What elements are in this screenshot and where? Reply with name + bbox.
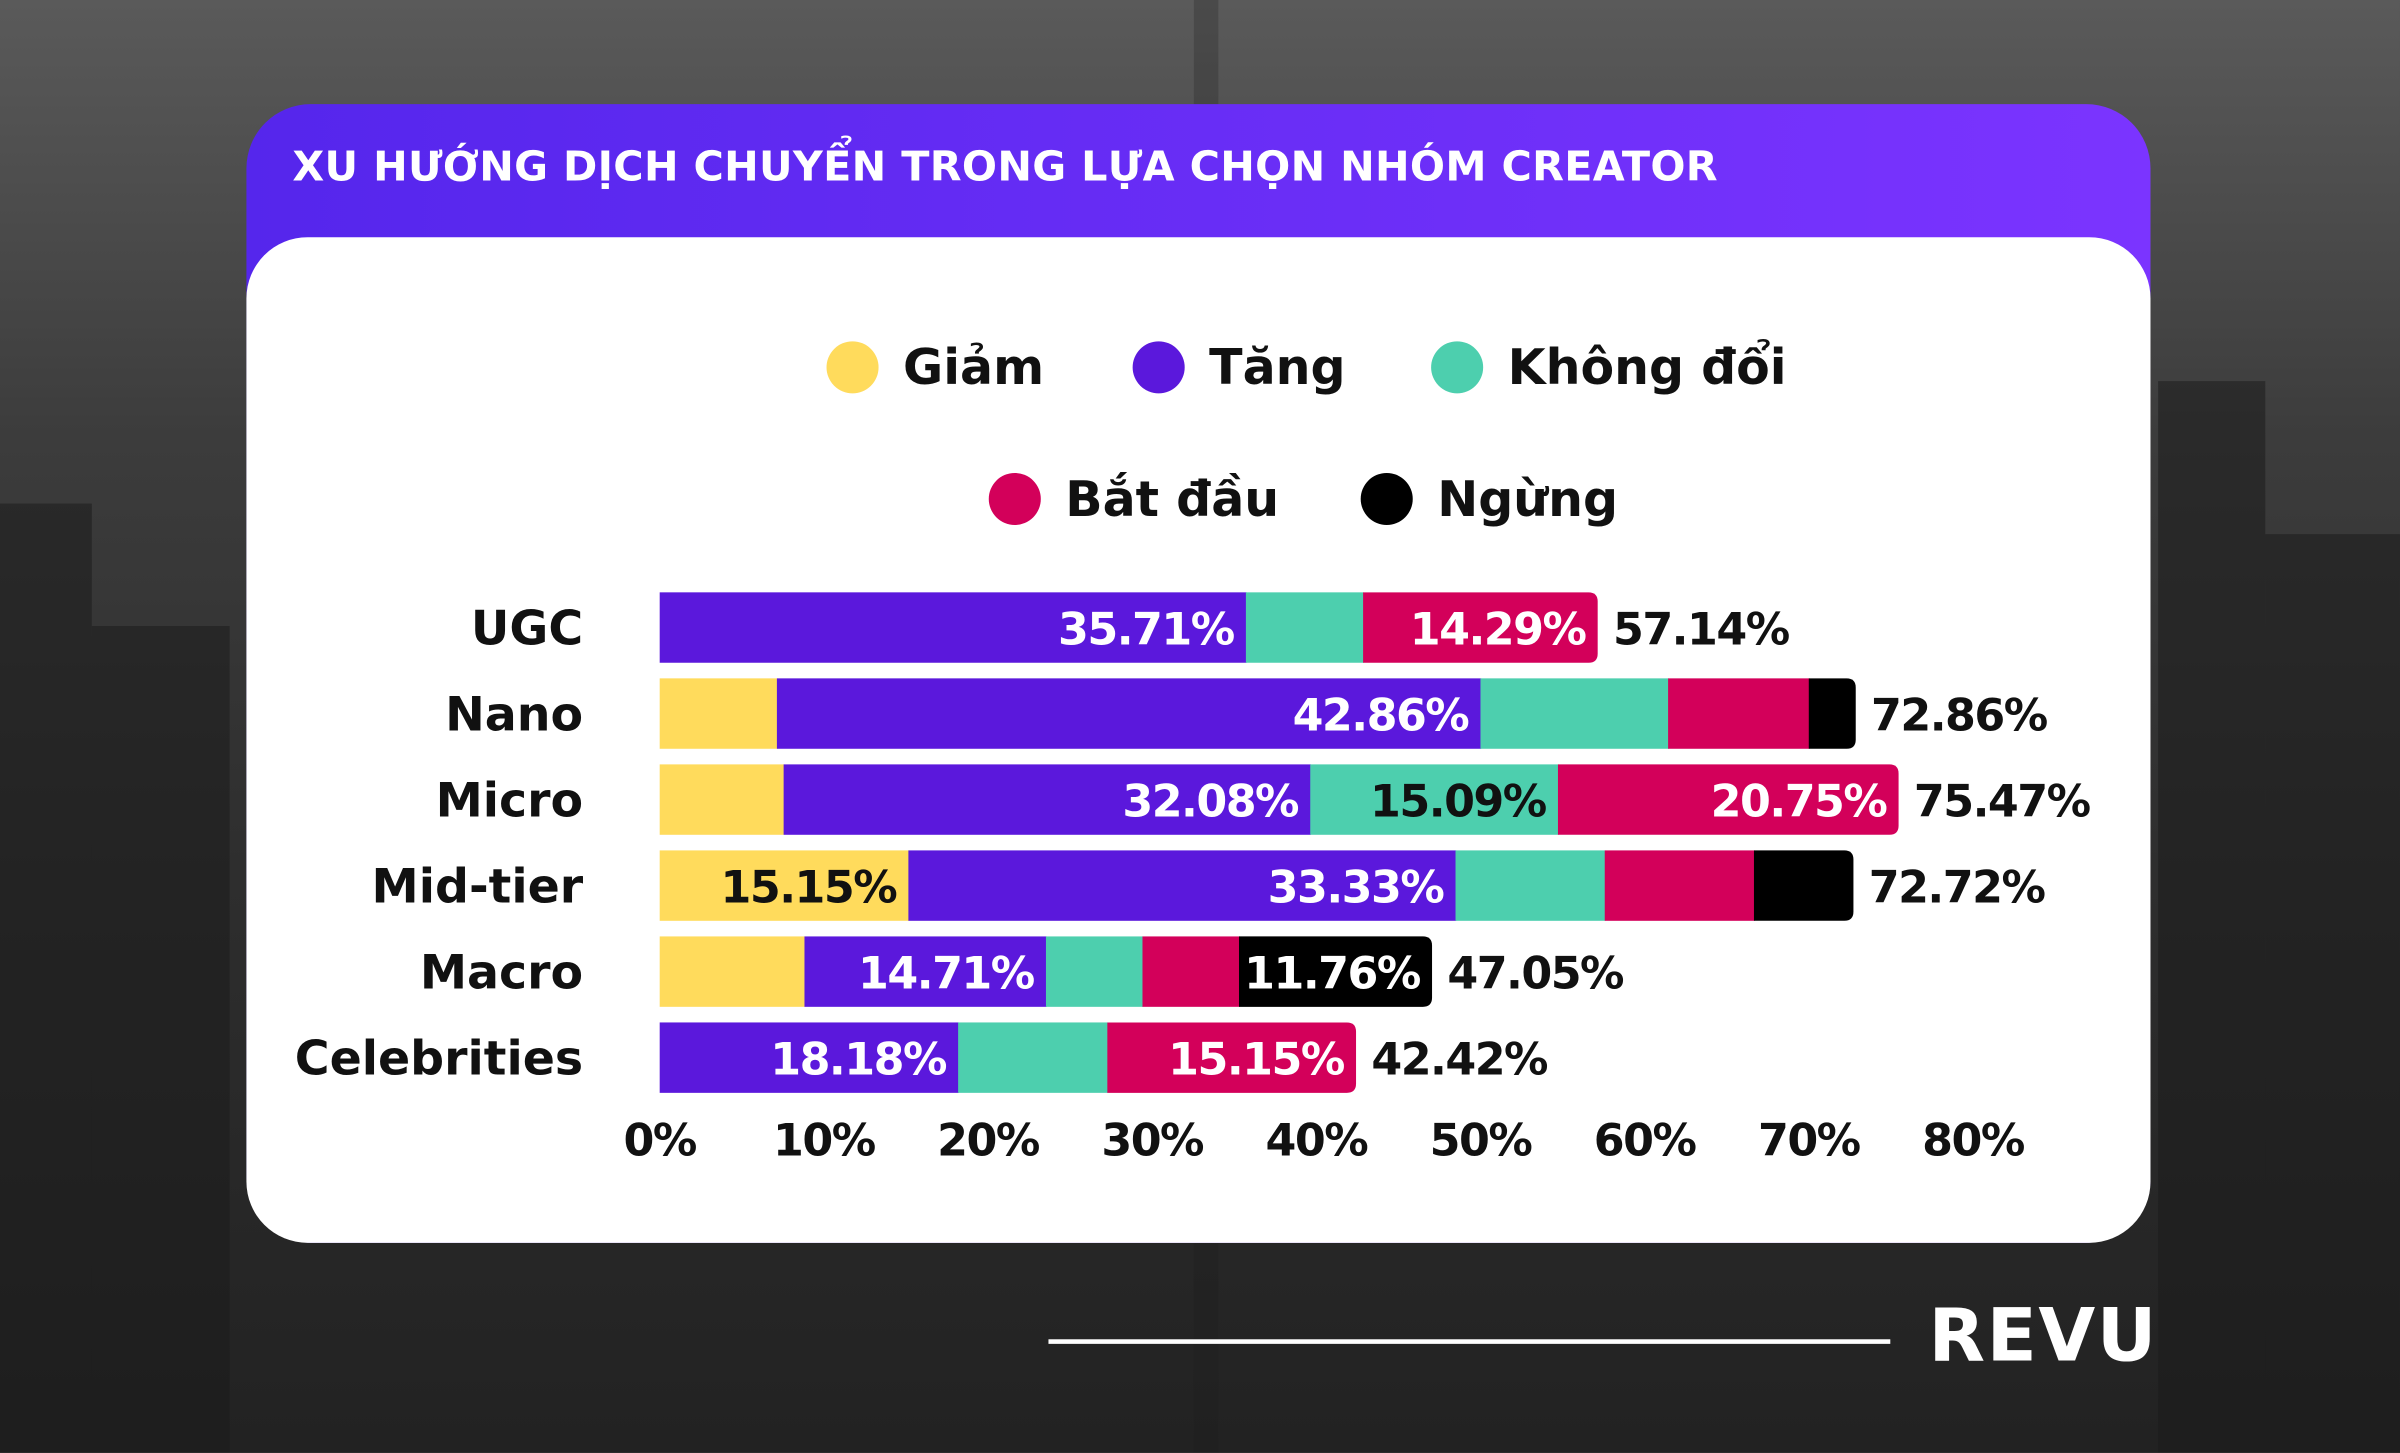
legend-dot-icon bbox=[988, 472, 1041, 525]
total-label: 57.14% bbox=[1613, 604, 1790, 655]
legend-khong-doi: Không đổi bbox=[1431, 338, 1787, 397]
legend-label: Bắt đầu bbox=[1065, 469, 1280, 529]
legend-label: Giảm bbox=[903, 338, 1045, 397]
total-label: 72.72% bbox=[1869, 862, 2046, 913]
bar-segment bbox=[1668, 678, 1810, 749]
category-label: Mid-tier bbox=[372, 859, 584, 914]
total-label: 75.47% bbox=[1914, 776, 2091, 827]
bar-segment bbox=[776, 678, 1482, 749]
bar-segment bbox=[1604, 850, 1755, 921]
brand-logo: REVU bbox=[1928, 1293, 2158, 1380]
legend-dot-icon bbox=[826, 341, 879, 394]
x-tick-label: 30% bbox=[1101, 1116, 1204, 1167]
legend-label: Tăng bbox=[1209, 338, 1346, 397]
bar-segment bbox=[1238, 936, 1433, 1007]
legend-label: Ngừng bbox=[1437, 469, 1619, 529]
legend-tang: Tăng bbox=[1132, 338, 1346, 397]
bar-segment bbox=[1808, 678, 1856, 749]
total-label: 72.86% bbox=[1871, 690, 2048, 741]
segment-data-label: 42.86% bbox=[1293, 690, 1470, 741]
category-label: Macro bbox=[420, 945, 583, 1000]
segment-data-label: 15.15% bbox=[721, 862, 898, 913]
bar-segment bbox=[1557, 764, 1899, 835]
segment-data-label: 11.76% bbox=[1244, 948, 1421, 999]
segment-data-label: 14.29% bbox=[1410, 604, 1587, 655]
x-tick-label: 80% bbox=[1922, 1116, 2025, 1167]
legend-giam: Giảm bbox=[826, 338, 1045, 397]
bar-segment bbox=[804, 936, 1047, 1007]
bar-segment bbox=[1455, 850, 1606, 921]
legend-label: Không đổi bbox=[1507, 338, 1787, 397]
bar-segment bbox=[659, 850, 910, 921]
category-label: Nano bbox=[445, 687, 583, 742]
total-label: 42.42% bbox=[1371, 1034, 1548, 1085]
legend-bat-dau: Bắt đầu bbox=[988, 469, 1280, 529]
segment-data-label: 15.09% bbox=[1370, 776, 1547, 827]
segment-data-label: 15.15% bbox=[1168, 1034, 1345, 1085]
bar-segment bbox=[659, 678, 778, 749]
bar-segment bbox=[1045, 936, 1144, 1007]
segment-data-label: 20.75% bbox=[1711, 776, 1888, 827]
bar-segment bbox=[958, 1022, 1109, 1093]
bar-segment bbox=[1245, 592, 1364, 663]
bar-segment bbox=[783, 764, 1312, 835]
category-label: Celebrities bbox=[295, 1031, 583, 1086]
bar-segment bbox=[1142, 936, 1240, 1007]
segment-data-label: 35.71% bbox=[1058, 604, 1235, 655]
bar-segment bbox=[1480, 678, 1669, 749]
bar-segment bbox=[1107, 1022, 1357, 1093]
bar-segment bbox=[659, 764, 785, 835]
x-tick-label: 60% bbox=[1594, 1116, 1697, 1167]
category-label: UGC bbox=[471, 601, 583, 656]
x-tick-label: 0% bbox=[624, 1116, 697, 1167]
legend-dot-icon bbox=[1132, 341, 1185, 394]
category-label: Micro bbox=[436, 773, 584, 828]
segment-data-label: 18.18% bbox=[770, 1034, 947, 1085]
bar-segment bbox=[1753, 850, 1854, 921]
bar-segment bbox=[1363, 592, 1598, 663]
segment-data-label: 32.08% bbox=[1122, 776, 1299, 827]
total-label: 47.05% bbox=[1447, 948, 1624, 999]
x-tick-label: 20% bbox=[937, 1116, 1040, 1167]
legend-ngung: Ngừng bbox=[1360, 469, 1619, 529]
segment-data-label: 14.71% bbox=[858, 948, 1035, 999]
bar-segment bbox=[1310, 764, 1559, 835]
bar-segment bbox=[659, 1022, 959, 1093]
segment-data-label: 33.33% bbox=[1268, 862, 1445, 913]
x-tick-label: 10% bbox=[773, 1116, 876, 1167]
footer-divider bbox=[1048, 1339, 1891, 1344]
x-tick-label: 70% bbox=[1758, 1116, 1861, 1167]
bar-segment bbox=[659, 592, 1247, 663]
legend-dot-icon bbox=[1431, 341, 1484, 394]
bar-segment bbox=[659, 936, 806, 1007]
chart-title: XU HƯỚNG DỊCH CHUYỂN TRONG LỰA CHỌN NHÓM… bbox=[292, 143, 1718, 192]
bar-segment bbox=[908, 850, 1457, 921]
legend-dot-icon bbox=[1360, 472, 1413, 525]
x-tick-label: 50% bbox=[1430, 1116, 1533, 1167]
x-tick-label: 40% bbox=[1266, 1116, 1369, 1167]
